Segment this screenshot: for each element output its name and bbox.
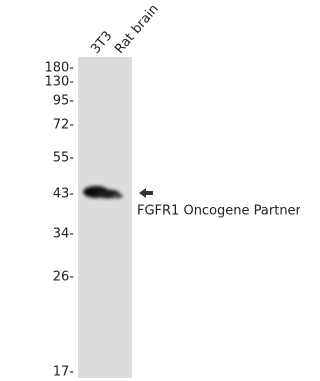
marker-label: 34-: [53, 227, 75, 242]
marker-label: 55-: [53, 151, 75, 166]
marker-label: 95-: [53, 94, 75, 109]
western-blot-figure: FGFR1 Oncogene Partner 180-130- 95- 72- 55-…: [0, 0, 300, 381]
marker-label: 180-: [44, 61, 74, 76]
blot: FGFR1 Oncogene Partner 180-130- 95- 72- 55-…: [0, 0, 300, 381]
lane-label: Rat brain: [112, 2, 162, 57]
marker-label: 26-: [53, 270, 75, 285]
marker-label: 17-: [53, 365, 75, 380]
marker-label: 130-: [44, 75, 74, 90]
marker-label: 43-: [53, 187, 75, 202]
lane-label: 3T3: [88, 28, 115, 56]
band-arrow: [139, 188, 153, 198]
gel-lane-area: [78, 57, 132, 378]
band-label: FGFR1 Oncogene Partner: [137, 204, 300, 219]
marker-label: 72-: [53, 118, 75, 133]
